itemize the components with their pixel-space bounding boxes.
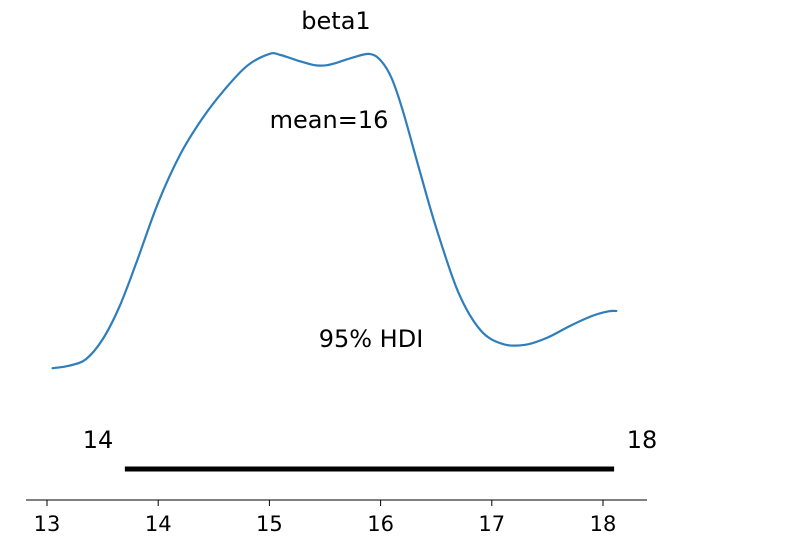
x-tick-label: 17	[478, 512, 505, 536]
x-tick-label: 16	[367, 512, 394, 536]
hdi-high-label: 18	[627, 426, 658, 454]
density-curve	[51, 52, 618, 370]
x-tick-label: 13	[34, 512, 61, 536]
x-tick-label: 14	[145, 512, 172, 536]
mean-label: mean=16	[270, 106, 389, 134]
chart-title: beta1	[301, 7, 370, 35]
x-tick-label: 18	[590, 512, 617, 536]
hdi-low-label: 14	[83, 426, 114, 454]
x-tick-label: 15	[256, 512, 283, 536]
hdi-label: 95% HDI	[319, 325, 424, 353]
x-axis-ticks: 13 14 15 16 17 18	[34, 500, 617, 536]
